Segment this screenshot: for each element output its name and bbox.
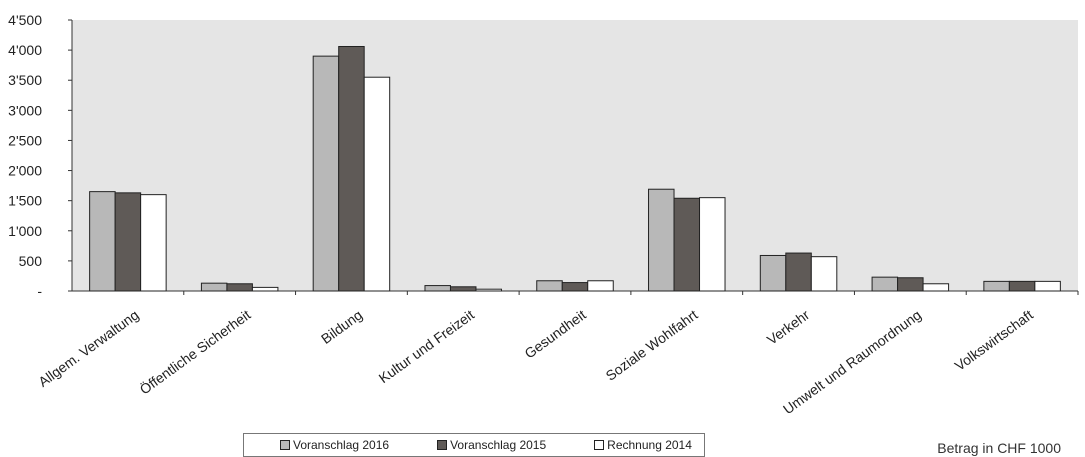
plot-area [72, 20, 1078, 291]
bar [922, 283, 950, 292]
bar [140, 194, 167, 292]
legend-item-voranschlag-2016: Voranschlag 2016 [280, 438, 389, 452]
bar [312, 55, 340, 292]
y-tick-label: - [37, 283, 42, 299]
x-tick-label: Gesundheit [521, 306, 588, 361]
y-tick-label: 4'000 [8, 42, 42, 58]
bar [587, 280, 614, 292]
legend-item-voranschlag-2015: Voranschlag 2015 [437, 438, 546, 452]
bar [536, 280, 563, 292]
y-tick-label: 4'500 [8, 12, 42, 28]
x-tick-label: Kultur und Freizeit [376, 306, 477, 386]
bar [673, 197, 701, 292]
bar [449, 286, 477, 292]
legend-label: Voranschlag 2015 [450, 438, 547, 452]
bar [338, 45, 365, 292]
legend-label: Voranschlag 2016 [293, 438, 390, 452]
y-tick-label: 3'000 [8, 102, 42, 118]
bar [897, 277, 924, 292]
bar [871, 276, 899, 292]
y-tick-label: 2'500 [8, 132, 42, 148]
y-tick-label: 500 [19, 253, 43, 269]
y-tick-label: 1'500 [8, 193, 42, 209]
bar [561, 282, 589, 292]
bar [648, 188, 675, 292]
x-tick-label: Verkehr [764, 306, 813, 348]
bar [363, 76, 391, 292]
bar [226, 283, 253, 292]
x-tick-label: Volkswirtschaft [952, 306, 1036, 373]
x-tick-label: Allgem. Verwaltung [35, 306, 141, 389]
legend-swatch [280, 440, 290, 450]
x-tick-label: Bildung [318, 306, 365, 346]
bar [114, 192, 142, 292]
bar [251, 286, 279, 292]
bar [89, 191, 116, 292]
x-tick-label: Öffentliche Sicherheit [136, 306, 254, 398]
bar [759, 254, 787, 292]
x-tick-label: Soziale Wohlfahrt [603, 306, 701, 383]
bar [699, 197, 726, 292]
bar [785, 252, 812, 292]
bar [1034, 280, 1061, 292]
bar [1008, 280, 1036, 292]
unit-note: Betrag in CHF 1000 [937, 440, 1061, 456]
legend-swatch [594, 440, 605, 450]
bar [424, 285, 451, 292]
bar [810, 256, 838, 292]
bar [200, 282, 228, 292]
y-tick-label: 3'500 [8, 72, 42, 88]
bar [983, 280, 1010, 292]
legend-label: Rechnung 2014 [607, 438, 692, 452]
bar [475, 288, 502, 292]
y-tick-label: 2'000 [8, 163, 42, 179]
legend-item-rechnung-2014: Rechnung 2014 [594, 438, 692, 452]
y-tick-label: 1'000 [8, 223, 42, 239]
legend-swatch [437, 440, 448, 450]
legend: Voranschlag 2016 Voranschlag 2015 Rechnu… [243, 433, 705, 457]
